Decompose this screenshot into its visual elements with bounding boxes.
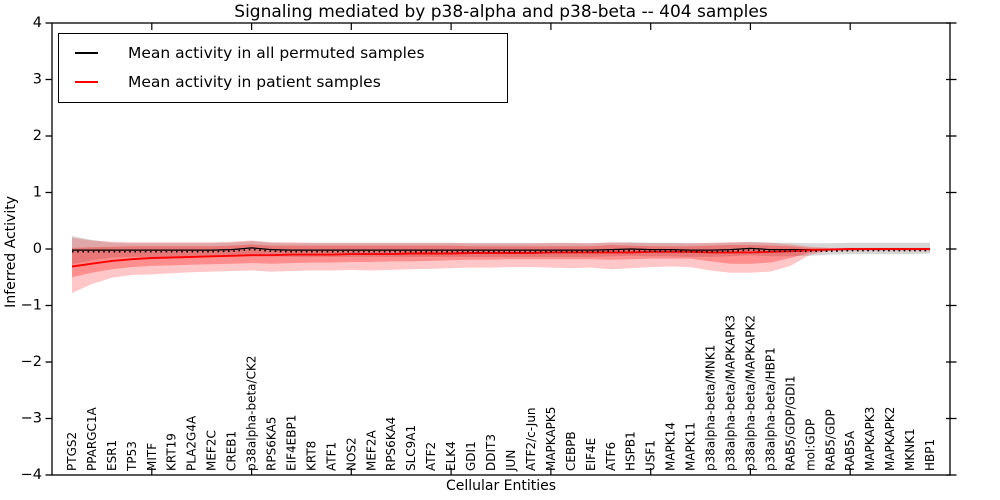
x-tick-label: RAB5A: [843, 430, 857, 471]
x-tick-label: USF1: [644, 440, 658, 471]
x-tick-label: RAB5/GDP/GDI1: [783, 375, 797, 471]
x-tick-label: HBP1: [923, 439, 937, 471]
x-tick-label: ATF1: [324, 442, 338, 471]
y-tick-label: −1: [21, 298, 42, 314]
y-axis-label: Inferred Activity: [3, 196, 19, 308]
x-tick-label: PPARGC1A: [85, 406, 99, 471]
y-tick-label: 3: [33, 72, 42, 88]
x-tick-label: MAPKAPK2: [883, 407, 897, 471]
x-tick-label: MAPK14: [664, 422, 678, 471]
x-tick-label: p38alpha-beta/MNK1: [704, 345, 718, 471]
x-tick-label: KRT8: [304, 441, 318, 471]
x-tick-label: TP53: [125, 441, 139, 472]
x-tick-label: p38alpha-beta/MAPKAPK2: [743, 315, 757, 471]
x-tick-label: GDI1: [464, 441, 478, 471]
y-tick-label: −3: [21, 411, 42, 427]
y-tick-label: −2: [21, 354, 42, 370]
x-tick-label: p38alpha-beta/MAPKAPK3: [724, 315, 738, 471]
x-tick-label: mol:GDP: [803, 419, 817, 471]
x-tick-label: PTGS2: [65, 432, 79, 471]
x-tick-label: RPS6KA4: [384, 417, 398, 471]
x-tick-label: MAPK11: [684, 422, 698, 471]
x-tick-label: SLC9A1: [404, 425, 418, 471]
x-tick-label: EIF4EBP1: [285, 415, 299, 471]
x-tick-label: p38alpha-beta/CK2: [245, 356, 259, 471]
x-tick-label: KRT19: [165, 433, 179, 471]
legend-item-patient: Mean activity in patient samples: [59, 67, 507, 96]
legend-label-patient: Mean activity in patient samples: [128, 72, 381, 91]
x-tick-label: RAB5/GDP: [823, 409, 837, 471]
x-tick-label: JUN: [504, 450, 518, 472]
legend-line-sample-permuted: [75, 51, 98, 54]
x-tick-label: PLA2G4A: [185, 415, 199, 471]
y-tick-label: 4: [33, 15, 42, 31]
x-tick-label: EIF4E: [584, 438, 598, 471]
y-tick-label: 2: [33, 128, 42, 144]
legend: Mean activity in all permuted samples Me…: [58, 33, 508, 103]
permuted-mean-line: [72, 247, 930, 251]
chart-title: Signaling mediated by p38-alpha and p38-…: [234, 2, 768, 22]
y-tick-label: 1: [33, 185, 42, 201]
x-tick-label: DDIT3: [484, 434, 498, 471]
x-tick-label: MEF2C: [205, 430, 219, 471]
x-tick-label: HSPB1: [624, 431, 638, 471]
x-tick-label: ATF2: [424, 442, 438, 471]
x-tick-label: CEBPB: [564, 431, 578, 471]
x-tick-label: RPS6KA5: [265, 417, 279, 471]
x-tick-label: MEF2A: [364, 430, 378, 471]
x-tick-label: ATF6: [604, 442, 618, 471]
legend-line-sample-patient: [75, 80, 98, 83]
y-tick-label: −4: [21, 467, 42, 483]
x-tick-label: ESR1: [105, 440, 119, 471]
patient-outer-band: [72, 237, 930, 294]
patient-mean-line: [71, 248, 930, 268]
x-tick-label: MAPKAPK5: [544, 407, 558, 471]
x-tick-label: ATF2/c-Jun: [524, 407, 538, 471]
x-tick-label: CREB1: [225, 431, 239, 471]
x-axis-label: Cellular Entities: [445, 478, 557, 494]
legend-label-permuted: Mean activity in all permuted samples: [128, 43, 425, 62]
x-tick-label: MKNK1: [903, 428, 917, 471]
x-tick-label: ELK4: [444, 441, 458, 471]
x-tick-label: MAPKAPK3: [863, 407, 877, 471]
legend-item-permuted: Mean activity in all permuted samples: [59, 38, 507, 67]
x-tick-label: p38alpha-beta/HBP1: [763, 347, 777, 471]
x-tick-label: NOS2: [344, 437, 358, 471]
x-tick-label: MITF: [145, 443, 159, 471]
y-tick-label: 0: [33, 241, 42, 257]
